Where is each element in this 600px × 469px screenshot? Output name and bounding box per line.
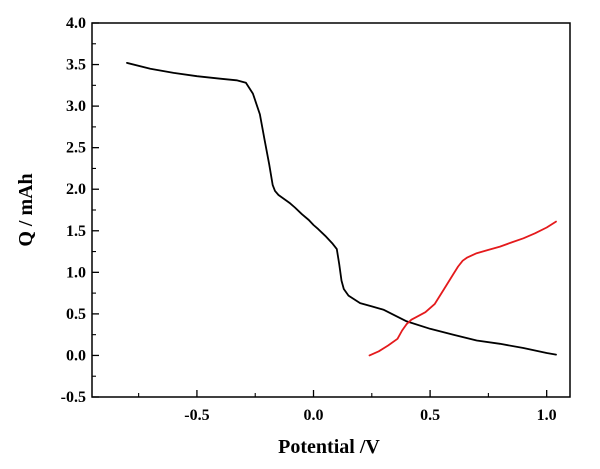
tick-labels: -0.5 0.0 0.5 1.0 1.5 2.0 2.5 3.0 3.5 4.0 -0.5 0.0 0.… <box>61 15 557 424</box>
x-tick-label: -0.5 <box>184 407 209 424</box>
y-tick-label: 2.0 <box>66 181 86 198</box>
y-tick-label: 0.5 <box>66 306 86 323</box>
y-tick-label: 1.0 <box>66 264 86 281</box>
y-tick-label: 3.0 <box>66 98 86 115</box>
ticks <box>92 22 548 398</box>
y-tick-label: 0.0 <box>66 347 86 364</box>
x-axis-title: Potential /V <box>278 436 380 458</box>
y-tick-label: 2.5 <box>66 140 86 157</box>
series-line-1 <box>126 62 557 356</box>
x-tick-label: 0.0 <box>304 407 324 424</box>
y-tick-label: 4.0 <box>66 15 86 32</box>
series-layer <box>126 62 557 357</box>
x-tick-label: 0.5 <box>420 407 440 424</box>
plot-frame <box>91 22 571 398</box>
series-line-2 <box>368 220 557 357</box>
x-tick-label: 1.0 <box>537 407 557 424</box>
y-tick-label: 3.5 <box>66 57 86 74</box>
y-tick-label: 1.5 <box>66 223 86 240</box>
y-tick-label: -0.5 <box>61 389 86 406</box>
y-axis-title: Q / mAh <box>15 173 37 246</box>
